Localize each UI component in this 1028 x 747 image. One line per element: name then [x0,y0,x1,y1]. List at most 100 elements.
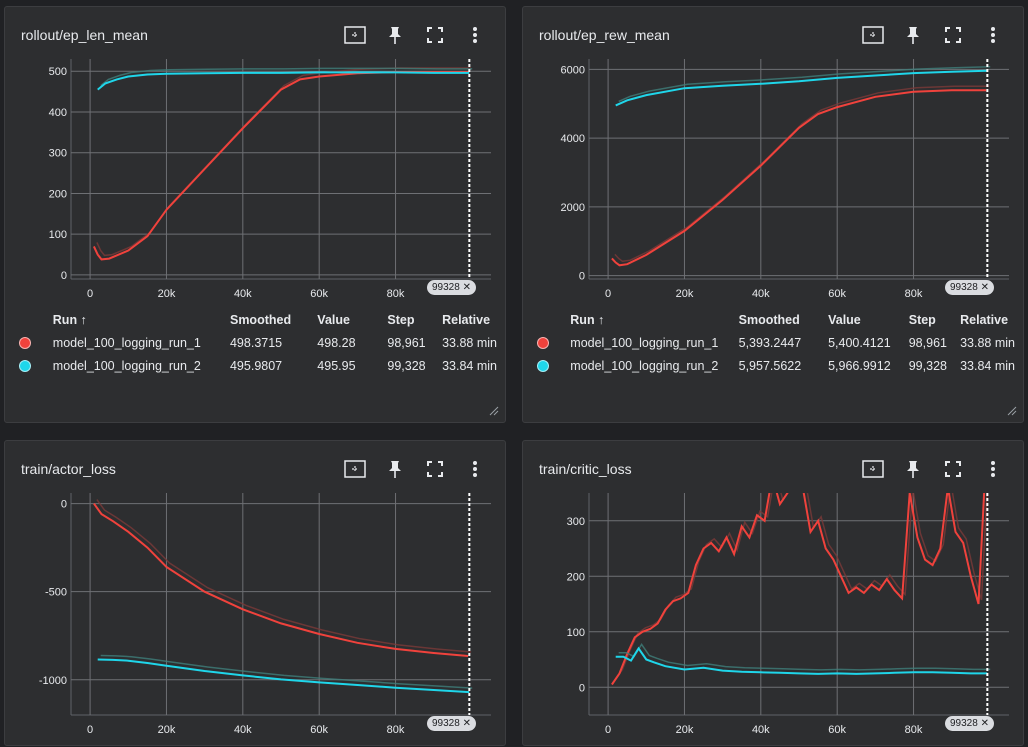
series-line-1 [93,503,469,657]
fullscreen-icon [427,27,443,43]
more-options-button[interactable] [455,21,495,49]
x-tick-label: 60k [310,724,328,736]
run-color-dot [19,360,31,373]
legend-run-name: model_100_logging_run_2 [52,358,201,373]
fit-domain-button[interactable] [335,21,375,49]
chart-plot[interactable]: 0 100 200 300 0 20k 40k 60k 80k [523,441,1025,747]
legend-smoothed: 498.3715 [229,335,283,350]
step-badge[interactable]: 99328 ✕ [427,280,476,295]
x-tick-label: 80k [387,288,405,300]
x-tick-label: 40k [752,724,770,736]
step-badge[interactable]: 99328 ✕ [945,280,994,295]
legend-step: 99,328 [387,358,426,373]
pin-button[interactable] [375,21,415,49]
x-tick-label: 20k [676,724,694,736]
legend-header-relative[interactable]: Relative [960,313,1009,327]
fit-domain-button[interactable] [853,455,893,483]
legend-header-step[interactable]: Step [387,313,415,327]
pin-icon [389,27,401,44]
legend-color-col [537,309,570,331]
chart-plot[interactable]: 0 2000 4000 6000 0 20k 40k 60k 80k [523,7,1025,307]
legend-relative: 33.84 min [960,358,1015,373]
legend-header-row: Run ↑ Smoothed Value Step Relative [537,309,1023,331]
y-tick-label: 400 [49,107,67,119]
more-vert-icon [991,461,995,477]
pin-icon [907,461,919,478]
resize-handle-icon[interactable] [1007,406,1017,416]
pin-button[interactable] [893,21,933,49]
resize-handle-icon[interactable] [489,406,499,416]
pin-button[interactable] [375,455,415,483]
chart-plot[interactable]: 0 100 200 300 400 500 0 20k 40k 60k 80k [5,7,507,307]
fullscreen-icon [427,461,443,477]
more-options-button[interactable] [973,21,1013,49]
x-tick-label: 60k [828,724,846,736]
fit-domain-icon [862,460,884,478]
legend-header-value[interactable]: Value [828,313,861,327]
legend-header-value[interactable]: Value [317,313,350,327]
legend-swatch [537,354,570,377]
legend-swatch [19,331,53,354]
y-tick-label: 500 [49,66,67,78]
legend-table: Run ↑ Smoothed Value Step Relative model… [537,309,1023,377]
fullscreen-button[interactable] [933,21,973,49]
series-raw-line-2 [618,66,991,103]
x-tick-label: 60k [828,288,846,300]
chart-plot[interactable]: 0 -500 -1000 0 20k 40k 60k 80k [5,441,507,747]
run-color-dot [19,337,31,350]
fullscreen-button[interactable] [415,21,455,49]
fit-domain-button[interactable] [853,21,893,49]
legend-row: model_100_logging_run_1 5,393.2447 5,400… [537,331,1023,354]
step-badge[interactable]: 99328 ✕ [427,716,476,731]
legend-header-smoothed[interactable]: Smoothed [738,313,800,327]
legend-header-relative[interactable]: Relative [442,313,491,327]
legend-header-run[interactable]: Run ↑ [570,313,605,327]
legend-run-name: model_100_logging_run_1 [52,335,201,350]
legend-smoothed: 5,393.2447 [738,335,802,350]
fullscreen-button[interactable] [933,455,973,483]
legend-header-smoothed[interactable]: Smoothed [229,313,292,327]
legend-smoothed: 495.9807 [229,358,283,373]
series-raw-line-2 [100,654,473,689]
x-tick-label: 80k [905,288,923,300]
legend-step: 99,328 [908,358,947,373]
fullscreen-button[interactable] [415,455,455,483]
legend-header-run[interactable]: Run ↑ [52,313,87,327]
legend-color-col [19,309,53,331]
fit-domain-icon [344,26,366,44]
series-line-2 [97,71,470,91]
more-options-button[interactable] [455,455,495,483]
more-vert-icon [473,27,477,43]
series-line-2 [615,69,988,107]
legend-relative: 33.88 min [442,335,497,350]
pin-button[interactable] [893,455,933,483]
x-tick-label: 0 [87,724,93,736]
card-title: train/critic_loss [539,461,632,477]
step-badge[interactable]: 99328 ✕ [945,716,994,731]
fit-domain-button[interactable] [335,455,375,483]
x-tick-label: 40k [752,288,770,300]
legend-swatch [19,354,53,377]
series-line-1 [92,71,469,261]
x-tick-label: 20k [676,288,694,300]
card-title: rollout/ep_rew_mean [539,27,670,43]
x-tick-label: 20k [158,724,176,736]
card-toolbar [853,21,1013,49]
x-tick-label: 0 [87,288,93,300]
fullscreen-icon [945,461,961,477]
card-title: train/actor_loss [21,461,116,477]
run-color-dot [537,337,549,350]
card-toolbar [335,21,495,49]
legend-value: 5,966.9912 [828,358,891,373]
x-tick-label: 60k [310,288,328,300]
series-group [611,66,991,267]
series-line-2 [615,646,988,675]
more-options-button[interactable] [973,455,1013,483]
legend-value: 5,400.4121 [828,335,891,350]
y-tick-label: 100 [49,229,67,241]
y-tick-label: 300 [567,516,585,528]
fit-domain-icon [344,460,366,478]
legend-header-step[interactable]: Step [908,313,936,327]
fullscreen-icon [945,27,961,43]
series-line-2 [97,658,470,694]
